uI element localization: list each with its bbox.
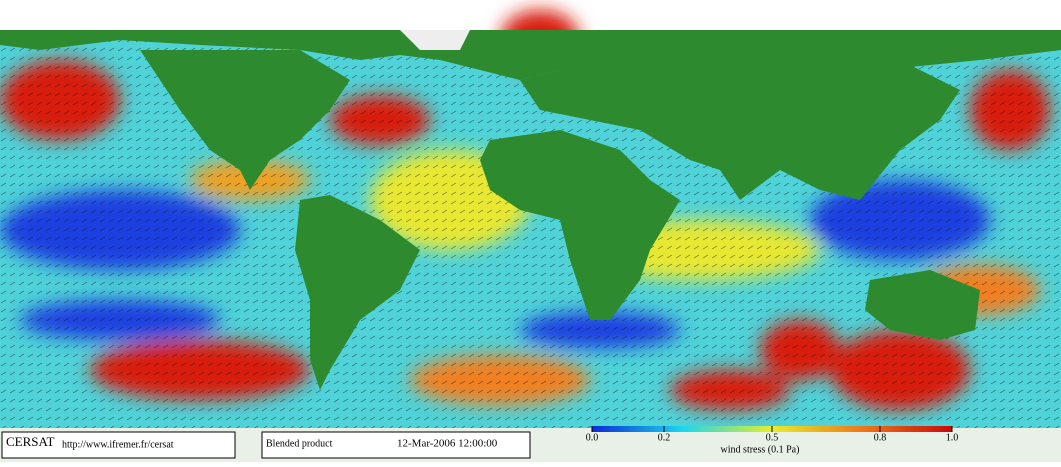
colorbar-label: wind stress (0.1 Pa) bbox=[721, 444, 800, 455]
date: 12-Mar-2006 12:00:00 bbox=[397, 438, 498, 450]
colorbar-tick-label: 0.2 bbox=[658, 432, 671, 443]
product-box bbox=[261, 431, 531, 459]
product: Blended product bbox=[266, 438, 333, 449]
url: http://www.ifremer.fr/cersat bbox=[62, 439, 174, 450]
logo: CERSAT bbox=[6, 434, 54, 449]
colorbar-tick-label: 0.0 bbox=[586, 432, 599, 443]
colorbar-tick-label: 0.5 bbox=[766, 432, 779, 443]
source-box bbox=[1, 431, 236, 459]
land bbox=[0, 30, 1061, 390]
colorbar-tick-label: 1.0 bbox=[946, 432, 959, 443]
colorbar-tick-label: 0.8 bbox=[874, 432, 887, 443]
